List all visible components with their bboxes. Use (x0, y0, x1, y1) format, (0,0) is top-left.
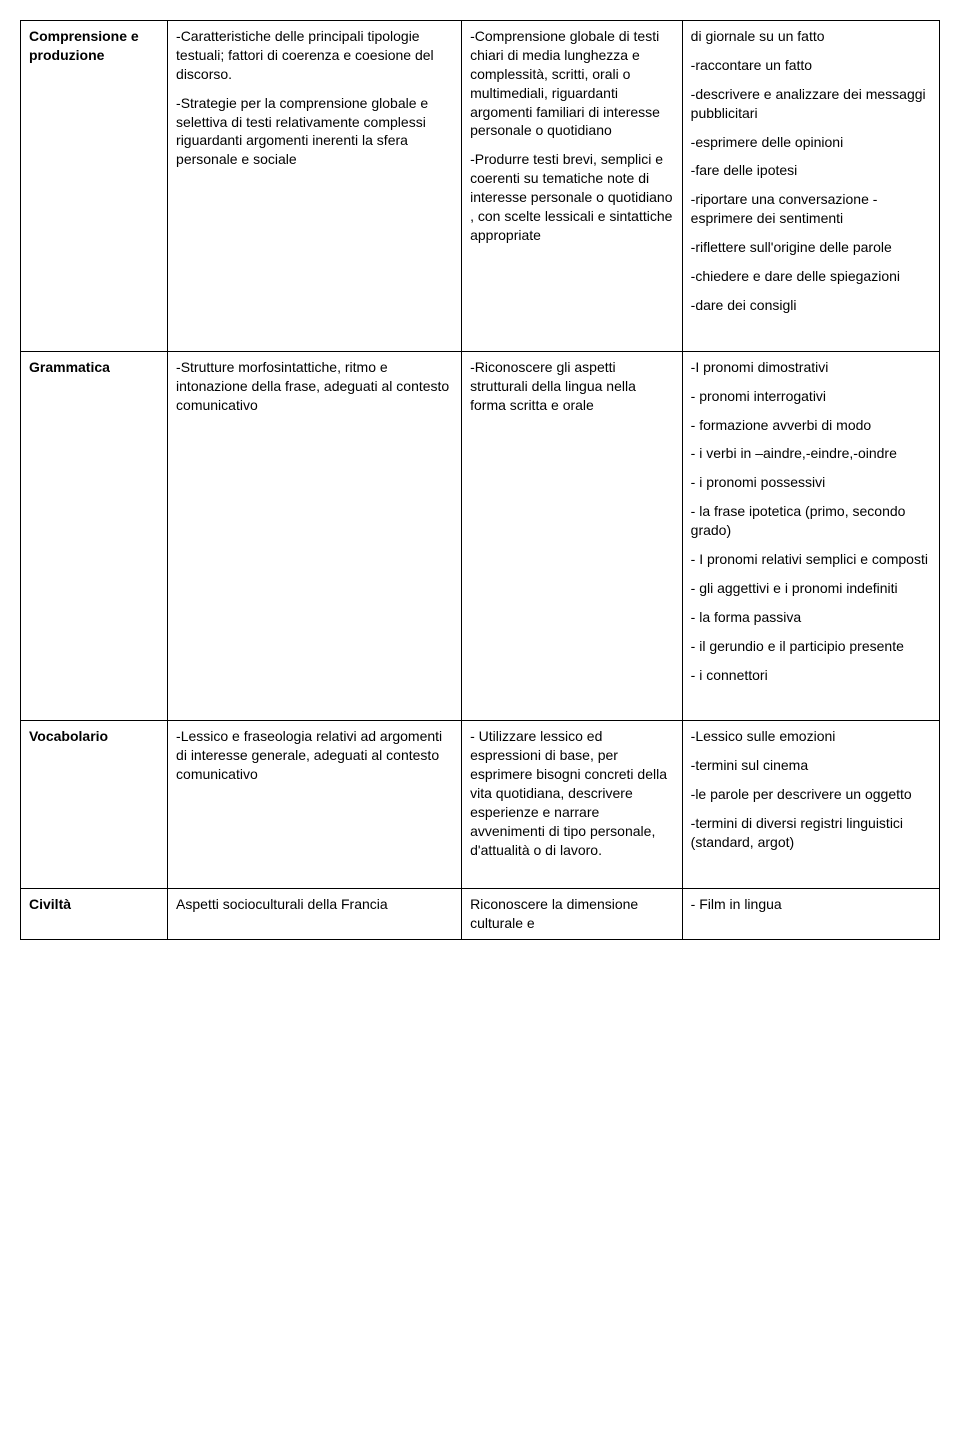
cell-paragraph: -Strutture morfosintattiche, ritmo e int… (176, 358, 453, 415)
knowledge-cell: -Strutture morfosintattiche, ritmo e int… (168, 351, 462, 721)
content-cell: di giornale su un fatto -raccontare un fa… (682, 21, 939, 352)
knowledge-cell: -Caratteristiche delle principali tipolo… (168, 21, 462, 352)
content-cell: -Lessico sulle emozioni -termini sul cine… (682, 721, 939, 888)
table-body: Comprensione e produzione -Caratteristich… (21, 21, 940, 940)
cell-paragraph: -Riconoscere gli aspetti strutturali del… (470, 358, 674, 415)
cell-paragraph: -Lessico sulle emozioni (691, 727, 931, 746)
skills-cell: Riconoscere la dimensione culturale e (462, 888, 683, 939)
cell-paragraph: -fare delle ipotesi (691, 161, 931, 180)
cell-paragraph (691, 325, 931, 345)
topic-cell: Grammatica (21, 351, 168, 721)
knowledge-cell: -Lessico e fraseologia relativi ad argom… (168, 721, 462, 888)
cell-paragraph: -Lessico e fraseologia relativi ad argom… (176, 727, 453, 784)
cell-paragraph: Grammatica (29, 358, 159, 377)
cell-paragraph: -riflettere sull'origine delle parole (691, 238, 931, 257)
cell-paragraph: di giornale su un fatto (691, 27, 931, 46)
cell-paragraph: -I pronomi dimostrativi (691, 358, 931, 377)
cell-paragraph: -Strategie per la comprensione globale e… (176, 94, 453, 170)
skills-cell: - Utilizzare lessico ed espressioni di b… (462, 721, 683, 888)
cell-paragraph (691, 862, 931, 882)
cell-paragraph: -riportare una conversazione -esprimere … (691, 190, 931, 228)
skills-cell: -Riconoscere gli aspetti strutturali del… (462, 351, 683, 721)
table-row: Grammatica -Strutture morfosintattiche, r… (21, 351, 940, 721)
cell-paragraph: -le parole per descrivere un oggetto (691, 785, 931, 804)
cell-paragraph: - formazione avverbi di modo (691, 416, 931, 435)
topic-cell: Comprensione e produzione (21, 21, 168, 352)
cell-paragraph: - i pronomi possessivi (691, 473, 931, 492)
topic-cell: Vocabolario (21, 721, 168, 888)
cell-paragraph: Civiltà (29, 895, 159, 914)
cell-paragraph (691, 694, 931, 714)
cell-paragraph: - la forma passiva (691, 608, 931, 627)
cell-paragraph: -chiedere e dare delle spiegazioni (691, 267, 931, 286)
cell-paragraph: - i verbi in –aindre,-eindre,-oindre (691, 444, 931, 463)
cell-paragraph: Vocabolario (29, 727, 159, 746)
topic-cell: Civiltà (21, 888, 168, 939)
cell-paragraph: -termini di diversi registri linguistici… (691, 814, 931, 852)
cell-paragraph: Aspetti socioculturali della Francia (176, 895, 453, 914)
cell-paragraph: - il gerundio e il participio presente (691, 637, 931, 656)
cell-paragraph: - I pronomi relativi semplici e composti (691, 550, 931, 569)
cell-paragraph: - gli aggettivi e i pronomi indefiniti (691, 579, 931, 598)
table-row: Vocabolario -Lessico e fraseologia relati… (21, 721, 940, 888)
table-row: Civiltà Aspetti socioculturali della Fran… (21, 888, 940, 939)
cell-paragraph: - Utilizzare lessico ed espressioni di b… (470, 727, 674, 859)
curriculum-table: Comprensione e produzione -Caratteristich… (20, 20, 940, 940)
skills-cell: -Comprensione globale di testi chiari di… (462, 21, 683, 352)
cell-paragraph: - pronomi interrogativi (691, 387, 931, 406)
content-cell: -I pronomi dimostrativi - pronomi interro… (682, 351, 939, 721)
cell-paragraph: -Comprensione globale di testi chiari di… (470, 27, 674, 140)
content-cell: - Film in lingua (682, 888, 939, 939)
cell-paragraph: -raccontare un fatto (691, 56, 931, 75)
cell-paragraph: Riconoscere la dimensione culturale e (470, 895, 674, 933)
cell-paragraph: -Produrre testi brevi, semplici e coeren… (470, 150, 674, 244)
cell-paragraph: -esprimere delle opinioni (691, 133, 931, 152)
cell-paragraph: -termini sul cinema (691, 756, 931, 775)
cell-paragraph: - i connettori (691, 666, 931, 685)
cell-paragraph: -dare dei consigli (691, 296, 931, 315)
cell-paragraph: -descrivere e analizzare dei messaggi pu… (691, 85, 931, 123)
table-row: Comprensione e produzione -Caratteristich… (21, 21, 940, 352)
cell-paragraph: -Caratteristiche delle principali tipolo… (176, 27, 453, 84)
cell-paragraph: - Film in lingua (691, 895, 931, 914)
cell-paragraph: - la frase ipotetica (primo, secondo gra… (691, 502, 931, 540)
knowledge-cell: Aspetti socioculturali della Francia (168, 888, 462, 939)
cell-paragraph: Comprensione e produzione (29, 27, 159, 65)
